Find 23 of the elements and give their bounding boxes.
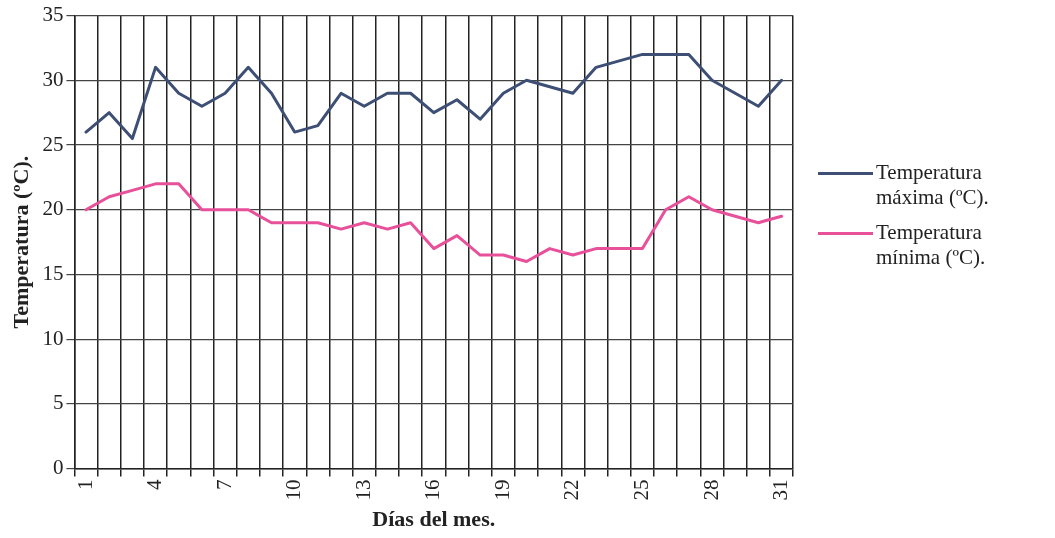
x-tick-label: 25 <box>628 479 653 501</box>
x-tick-label: 4 <box>142 479 167 491</box>
x-tick-label: 22 <box>559 479 584 501</box>
y-axis-title: Temperatura (ºC). <box>7 155 33 329</box>
y-tick-label: 0 <box>52 455 64 480</box>
y-tick-label: 10 <box>42 325 64 350</box>
y-tick-label: 15 <box>42 260 64 285</box>
x-tick-label: 7 <box>211 479 236 491</box>
y-tick-label: 25 <box>42 131 64 156</box>
x-tick-label: 28 <box>698 479 723 501</box>
legend-label: Temperatura mínima (ºC). <box>876 220 987 270</box>
x-tick-label: 31 <box>768 479 793 501</box>
legend-label: Temperatura máxima (ºC). <box>876 160 990 210</box>
x-tick-label: 10 <box>281 479 306 501</box>
x-axis-title: Días del mes. <box>372 506 496 532</box>
y-tick-label: 5 <box>52 390 64 415</box>
y-tick-label: 35 <box>42 2 64 27</box>
x-tick-label: 1 <box>72 479 97 491</box>
y-tick-label: 30 <box>42 66 64 91</box>
x-tick-label: 16 <box>420 479 445 501</box>
y-tick-label: 20 <box>42 196 64 221</box>
x-tick-label: 13 <box>350 479 375 501</box>
x-tick-label: 19 <box>489 479 514 501</box>
